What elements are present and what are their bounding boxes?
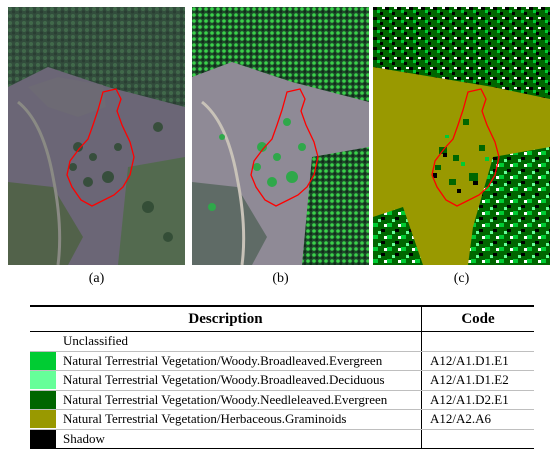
legend-description: Natural Terrestrial Vegetation/Woody.Nee…: [58, 390, 422, 410]
classification-map: [373, 7, 550, 265]
panel-label-b: (b): [272, 271, 289, 286]
legend-header-row: Description Code: [30, 305, 534, 332]
legend-code: A12/A2.A6: [421, 409, 534, 430]
legend-swatch-shadow: [30, 429, 56, 448]
legend-code: A12/A1.D2.E1: [421, 390, 534, 410]
legend-row: Natural Terrestrial Vegetation/Woody.Bro…: [30, 370, 534, 391]
legend-code: A12/A1.D1.E1: [421, 351, 534, 371]
legend-row: Shadow: [30, 429, 534, 449]
legend-row: Natural Terrestrial Vegetation/Woody.Bro…: [30, 351, 534, 371]
study-area-outline: [250, 88, 319, 207]
legend-swatch-unclassified: [30, 332, 56, 351]
panel-label-a: (a): [88, 271, 105, 286]
legend-swatch-needleleaved-evergreen: [30, 390, 56, 409]
legend-swatch-broadleaved-evergreen: [30, 351, 56, 370]
legend-description: Shadow: [58, 429, 422, 449]
panel-label-c: (c): [453, 271, 470, 286]
study-area-outline: [431, 88, 500, 207]
code-header: Code: [421, 305, 534, 332]
legend-row: Unclassified: [30, 331, 534, 352]
legend-code: A12/A1.D1.E2: [421, 370, 534, 391]
satellite-image-enhanced: [192, 7, 369, 265]
legend-row: Natural Terrestrial Vegetation/Woody.Nee…: [30, 390, 534, 410]
legend-code: [421, 429, 534, 449]
legend-table: Description Code Unclassified Natural Te…: [30, 305, 534, 449]
legend-swatch-herbaceous-graminoids: [30, 410, 56, 429]
satellite-image-natural-color: [8, 7, 185, 265]
description-header: Description: [30, 305, 422, 332]
legend-code: [421, 331, 534, 352]
legend-description: Natural Terrestrial Vegetation/Woody.Bro…: [58, 370, 422, 391]
legend-description: Natural Terrestrial Vegetation/Herbaceou…: [58, 409, 422, 430]
legend-description: Unclassified: [58, 331, 422, 352]
study-area-outline: [66, 88, 135, 207]
legend-row: Natural Terrestrial Vegetation/Herbaceou…: [30, 409, 534, 430]
legend-swatch-broadleaved-deciduous: [30, 371, 56, 390]
legend-description: Natural Terrestrial Vegetation/Woody.Bro…: [58, 351, 422, 371]
